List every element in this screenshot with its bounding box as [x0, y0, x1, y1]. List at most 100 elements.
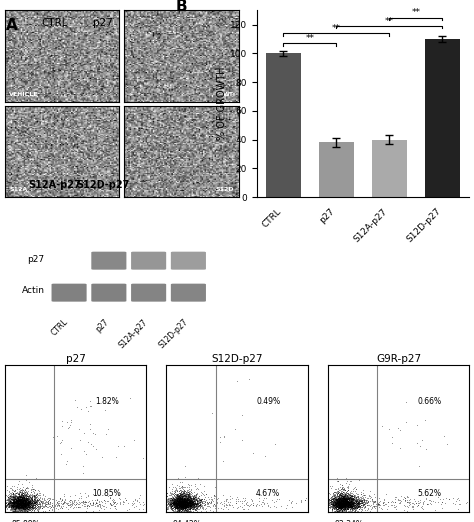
Point	[174, 497, 182, 506]
Point	[189, 500, 196, 508]
Point	[342, 494, 349, 502]
Point	[184, 488, 192, 496]
Point	[11, 497, 19, 506]
Point	[25, 496, 33, 504]
Point	[9, 507, 17, 516]
Point	[181, 502, 189, 510]
Point	[13, 497, 20, 506]
Point	[195, 501, 203, 509]
Point	[54, 500, 61, 508]
Point	[181, 499, 188, 507]
Point	[24, 483, 32, 492]
Point	[191, 494, 199, 503]
Point	[364, 494, 371, 503]
Point	[331, 493, 339, 501]
Point	[336, 500, 343, 508]
Point	[191, 499, 199, 507]
Point	[332, 500, 340, 508]
Point	[178, 497, 186, 505]
Point	[182, 495, 190, 503]
Point	[304, 501, 311, 509]
Point	[168, 496, 176, 504]
Point	[25, 495, 33, 504]
Point	[18, 504, 25, 512]
Point	[346, 502, 354, 510]
Point	[27, 496, 34, 505]
Point	[174, 499, 182, 507]
Point	[43, 498, 51, 506]
Point	[339, 498, 346, 506]
Point	[340, 494, 348, 503]
Point	[14, 497, 21, 506]
Point	[336, 497, 343, 506]
Point	[35, 494, 43, 503]
Point	[173, 490, 181, 499]
Point	[186, 499, 193, 507]
Point	[184, 500, 192, 508]
Point	[18, 495, 25, 503]
Point	[14, 494, 21, 502]
Point	[1, 499, 9, 507]
Point	[177, 493, 185, 501]
Point	[18, 499, 26, 507]
Point	[331, 493, 339, 502]
Point	[177, 497, 184, 506]
Point	[12, 504, 19, 512]
Point	[27, 494, 35, 503]
Point	[182, 498, 190, 506]
Point	[173, 504, 181, 513]
Point	[343, 498, 350, 506]
Point	[173, 502, 181, 510]
Point	[348, 500, 356, 508]
Point	[21, 500, 28, 508]
Point	[346, 494, 353, 502]
Point	[304, 501, 311, 509]
Point	[334, 494, 341, 502]
Point	[337, 502, 345, 510]
Point	[185, 497, 193, 505]
Point	[342, 500, 349, 508]
Point	[24, 503, 32, 512]
Point	[177, 490, 184, 498]
Point	[352, 505, 360, 513]
Point	[167, 504, 174, 512]
Point	[176, 501, 183, 509]
Point	[45, 495, 53, 504]
Point	[351, 506, 358, 514]
Point	[173, 502, 180, 510]
Point	[342, 491, 350, 499]
Point	[24, 503, 32, 511]
Point	[174, 506, 182, 515]
Point	[336, 501, 344, 509]
Point	[167, 503, 175, 511]
Point	[14, 499, 21, 507]
Point	[17, 499, 24, 507]
Point	[350, 497, 357, 505]
Point	[327, 495, 335, 503]
Point	[27, 499, 35, 507]
Point	[32, 494, 40, 502]
Point	[81, 497, 89, 505]
Point	[104, 496, 111, 505]
Point	[9, 503, 17, 512]
Point	[186, 489, 193, 497]
Point	[371, 497, 378, 506]
Point	[18, 501, 26, 509]
Point	[17, 503, 24, 511]
Point	[20, 500, 28, 508]
Point	[13, 502, 20, 510]
Point	[27, 501, 35, 509]
Point	[349, 500, 356, 508]
Point	[181, 500, 188, 508]
Point	[341, 501, 348, 509]
Point	[27, 493, 34, 502]
Point	[176, 485, 183, 494]
Point	[179, 500, 187, 508]
Point	[35, 489, 43, 497]
Point	[180, 501, 187, 509]
Point	[333, 495, 340, 504]
Point	[69, 499, 76, 507]
Point	[20, 500, 27, 508]
Point	[345, 499, 352, 507]
Point	[334, 498, 342, 506]
